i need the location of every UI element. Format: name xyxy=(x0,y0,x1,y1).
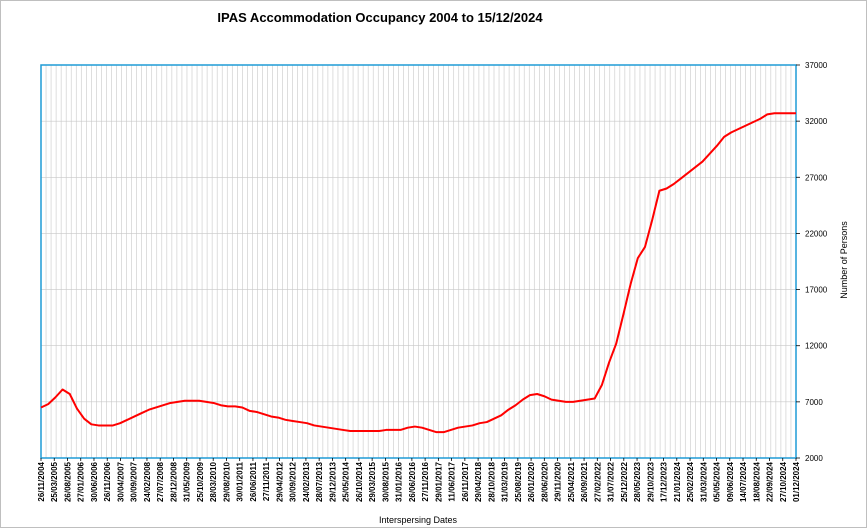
x-tick-label: 28/03/2010 xyxy=(209,461,218,502)
x-tick-label: 25/04/2021 xyxy=(567,461,576,502)
x-tick-label: 14/07/2024 xyxy=(739,461,748,502)
x-tick-label: 29/12/2013 xyxy=(328,461,337,502)
x-tick-label: 29/04/2018 xyxy=(474,461,483,502)
x-tick-label: 01/12/2024 xyxy=(792,461,801,502)
x-tick-label: 26/01/2020 xyxy=(527,461,536,502)
x-tick-label: 26/10/2014 xyxy=(355,461,364,502)
x-tick-label: 26/11/2004 xyxy=(37,461,46,501)
y-tick-label: 17000 xyxy=(805,286,828,295)
plot-area-border xyxy=(40,64,797,459)
y-tick-label: 27000 xyxy=(805,173,828,182)
x-tick-label: 31/05/2009 xyxy=(183,461,192,502)
x-axis: 26/11/2004 25/03/2005 26/08/2005 27/01/2006… xyxy=(37,458,801,502)
x-tick-label: 26/06/2016 xyxy=(408,461,417,502)
y-axis: 2000 7000 12000 17000 22000 27000 32000 37000 xyxy=(796,61,828,463)
x-tick-label: 29/08/2010 xyxy=(222,461,231,502)
x-tick-label: 27/11/2011 xyxy=(262,461,271,501)
x-tick-label: 29/03/2015 xyxy=(368,461,377,502)
x-tick-label: 26/11/2017 xyxy=(461,461,470,501)
y-axis-label: Number of Persons xyxy=(839,221,849,299)
x-tick-label: 30/09/2007 xyxy=(130,461,139,502)
x-tick-label: 29/01/2017 xyxy=(434,461,443,502)
x-axis-label: Interspersing Dates xyxy=(379,515,458,525)
x-tick-label: 27/01/2006 xyxy=(77,461,86,502)
x-tick-label: 25/02/2024 xyxy=(686,461,695,502)
x-tick-label: 31/03/2024 xyxy=(699,461,708,502)
x-tick-label: 27/07/2008 xyxy=(156,461,165,502)
series-line-occupancy xyxy=(40,112,796,434)
x-tick-label: 30/01/2011 xyxy=(236,461,245,501)
x-tick-label: 22/09/2024 xyxy=(766,461,775,502)
x-tick-label: 28/12/2008 xyxy=(169,461,178,502)
x-tick-label: 31/07/2022 xyxy=(607,461,616,502)
x-tick-label: 17/12/2023 xyxy=(660,461,669,502)
grid xyxy=(41,65,796,458)
x-tick-label: 18/08/2024 xyxy=(752,461,761,502)
x-tick-label: 28/05/2023 xyxy=(633,461,642,502)
x-tick-label: 25/08/2019 xyxy=(514,461,523,502)
x-tick-label: 30/09/2012 xyxy=(289,461,298,502)
x-tick-label: 27/02/2022 xyxy=(593,461,602,502)
x-tick-label: 28/10/2018 xyxy=(487,461,496,502)
x-tick-label: 24/02/2008 xyxy=(143,461,152,502)
x-tick-label: 26/08/2005 xyxy=(63,461,72,502)
x-tick-label: 30/06/2006 xyxy=(90,461,99,502)
x-tick-label: 27/11/2016 xyxy=(421,461,430,501)
x-tick-label: 25/10/2009 xyxy=(196,461,205,502)
y-tick-label: 32000 xyxy=(805,117,828,126)
y-tick-label: 22000 xyxy=(805,229,828,238)
y-tick-label: 37000 xyxy=(805,61,828,70)
x-tick-label: 31/03/2019 xyxy=(501,461,510,502)
x-tick-label: 30/08/2015 xyxy=(381,461,390,502)
x-tick-label: 26/06/2011 xyxy=(249,461,258,501)
x-tick-label: 28/06/2020 xyxy=(540,461,549,502)
x-tick-label: 26/09/2021 xyxy=(580,461,589,502)
x-tick-label: 05/05/2024 xyxy=(713,461,722,502)
x-tick-label: 29/11/2020 xyxy=(554,461,563,501)
x-tick-label: 11/06/2017 xyxy=(448,461,457,501)
x-tick-label: 25/03/2005 xyxy=(50,461,59,502)
chart-title: IPAS Accommodation Occupancy 2004 to 15/… xyxy=(217,10,543,25)
y-tick-label: 7000 xyxy=(805,398,823,407)
x-tick-label: 26/11/2006 xyxy=(103,461,112,501)
x-tick-label: 28/07/2013 xyxy=(315,461,324,502)
x-tick-label: 29/04/2012 xyxy=(275,461,284,502)
x-tick-label: 21/01/2024 xyxy=(673,461,682,502)
x-tick-label: 09/06/2024 xyxy=(726,461,735,502)
x-tick-label: 24/02/2013 xyxy=(302,461,311,502)
y-tick-label: 2000 xyxy=(805,454,823,463)
x-tick-label: 29/10/2023 xyxy=(646,461,655,502)
x-tick-label: 30/04/2007 xyxy=(116,461,125,502)
y-tick-label: 12000 xyxy=(805,342,828,351)
x-tick-label: 25/12/2022 xyxy=(620,461,629,502)
x-tick-label: 25/05/2014 xyxy=(342,461,351,502)
x-tick-label: 31/01/2016 xyxy=(395,461,404,502)
x-tick-label: 27/10/2024 xyxy=(779,461,788,502)
